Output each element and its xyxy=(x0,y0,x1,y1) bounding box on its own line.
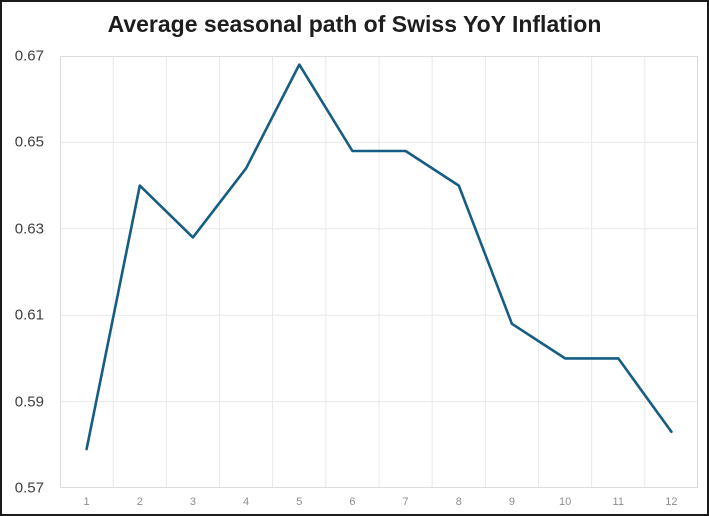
y-axis-tick-label: 0.59 xyxy=(14,393,44,411)
y-axis-tick-label: 0.63 xyxy=(14,220,44,238)
y-axis-tick-label: 0.65 xyxy=(14,133,44,151)
plot-border xyxy=(60,56,698,488)
chart-title: Average seasonal path of Swiss YoY Infla… xyxy=(107,11,602,37)
inflation-line-series xyxy=(85,63,673,451)
x-axis-tick-label: 11 xyxy=(612,496,624,508)
x-axis-tick-label: 3 xyxy=(189,496,196,508)
plot-area xyxy=(60,56,698,488)
x-axis-tick-label: 8 xyxy=(455,496,462,508)
x-axis-tick-label: 7 xyxy=(402,496,409,508)
y-axis-tick-label: 0.61 xyxy=(14,306,44,324)
x-axis-tick-label: 9 xyxy=(508,496,515,508)
x-axis-tick-label: 5 xyxy=(296,496,303,508)
x-axis-tick-label: 6 xyxy=(349,496,356,508)
y-axis-tick-label: 0.57 xyxy=(14,479,44,497)
x-axis-tick-label: 2 xyxy=(136,496,143,508)
x-axis-tick-label: 4 xyxy=(243,496,250,508)
x-axis-tick-label: 12 xyxy=(665,496,678,508)
x-axis-tick-label: 10 xyxy=(558,496,572,508)
y-axis-tick-label: 0.67 xyxy=(14,47,44,65)
x-axis-tick-label: 1 xyxy=(83,496,90,508)
